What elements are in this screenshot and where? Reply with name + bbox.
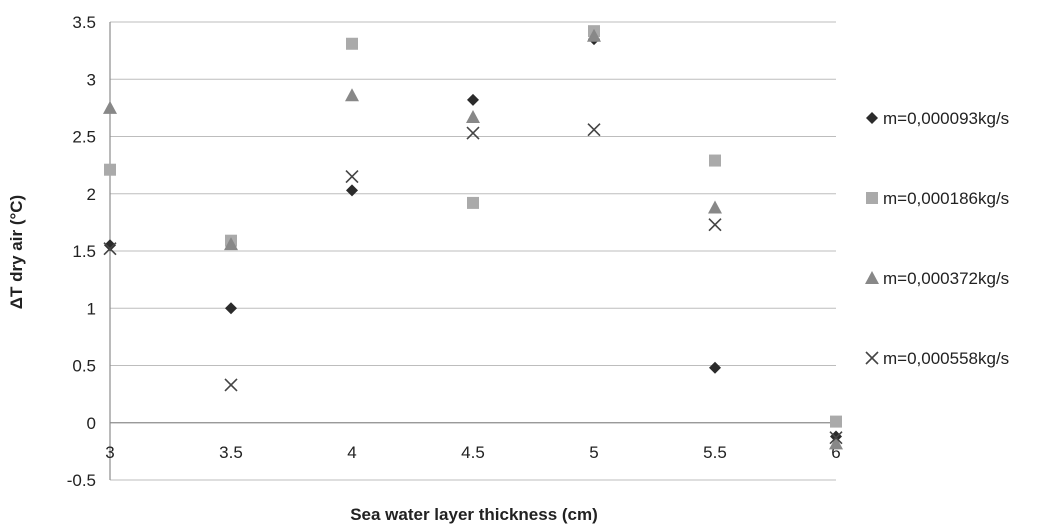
data-point-series-2: [104, 163, 116, 176]
x-tick-label: 6: [831, 443, 840, 462]
data-point-series-3: [103, 100, 117, 114]
y-axis-title: ΔT dry air (°C): [7, 195, 26, 309]
data-point-series-2: [346, 37, 358, 50]
data-point-series-3: [587, 28, 601, 42]
data-point-series-4: [829, 431, 843, 445]
legend-marker-4: [865, 351, 879, 365]
data-point-series-4: [345, 170, 359, 184]
data-point-series-3: [708, 200, 722, 214]
legend-label-2: m=0,000186kg/s: [883, 189, 1009, 208]
x-tick-label: 3: [105, 443, 114, 462]
x-tick-label: 5: [589, 443, 598, 462]
y-tick-label: 3.5: [72, 13, 96, 32]
data-point-series-3: [466, 110, 480, 124]
x-tick-label: 4: [347, 443, 356, 462]
legend-label-4: m=0,000558kg/s: [883, 349, 1009, 368]
legend-marker-2: [866, 192, 878, 204]
legend-label-3: m=0,000372kg/s: [883, 269, 1009, 288]
data-point-series-3: [224, 237, 238, 251]
data-point-series-4: [466, 126, 480, 140]
data-point-series-2: [830, 415, 842, 428]
y-tick-label: 3: [87, 70, 96, 89]
gridlines: [110, 21, 836, 481]
y-tick-label: 0.5: [72, 357, 96, 376]
legend-marker-3: [865, 271, 879, 284]
y-tick-label: 1: [87, 299, 96, 318]
x-tick-label: 3.5: [219, 443, 243, 462]
y-tick-label: 1.5: [72, 242, 96, 261]
x-tick-label: 5.5: [703, 443, 727, 462]
y-tick-labels: -0.5 0 0.5 1 1.5 2 2.5 3 3.5: [67, 13, 96, 490]
legend-marker-1: [866, 112, 878, 124]
x-tick-label: 4.5: [461, 443, 485, 462]
data-point-series-1: [225, 302, 237, 315]
data-point-series-4: [708, 218, 722, 232]
data-points: [103, 25, 843, 450]
y-tick-label: 2: [87, 185, 96, 204]
y-tick-label: 0: [87, 414, 96, 433]
data-point-series-3: [345, 88, 359, 102]
data-point-series-4: [103, 242, 117, 256]
data-point-series-1: [104, 239, 116, 252]
data-point-series-1: [467, 93, 479, 106]
x-axis-title: Sea water layer thickness (cm): [350, 505, 598, 524]
data-point-series-4: [224, 378, 238, 392]
legend-label-1: m=0,000093kg/s: [883, 109, 1009, 128]
data-point-series-4: [587, 123, 601, 137]
legend: m=0,000093kg/s m=0,000186kg/s m=0,000372kg…: [865, 109, 1009, 368]
data-point-series-1: [346, 184, 358, 197]
data-point-series-2: [467, 196, 479, 209]
data-point-series-3: [829, 436, 843, 450]
y-tick-label: -0.5: [67, 471, 96, 490]
y-tick-label: 2.5: [72, 128, 96, 147]
data-point-series-2: [709, 154, 721, 167]
x-tick-labels: 3 3.5 4 4.5 5 5.5 6: [105, 443, 840, 462]
data-point-series-1: [709, 361, 721, 374]
